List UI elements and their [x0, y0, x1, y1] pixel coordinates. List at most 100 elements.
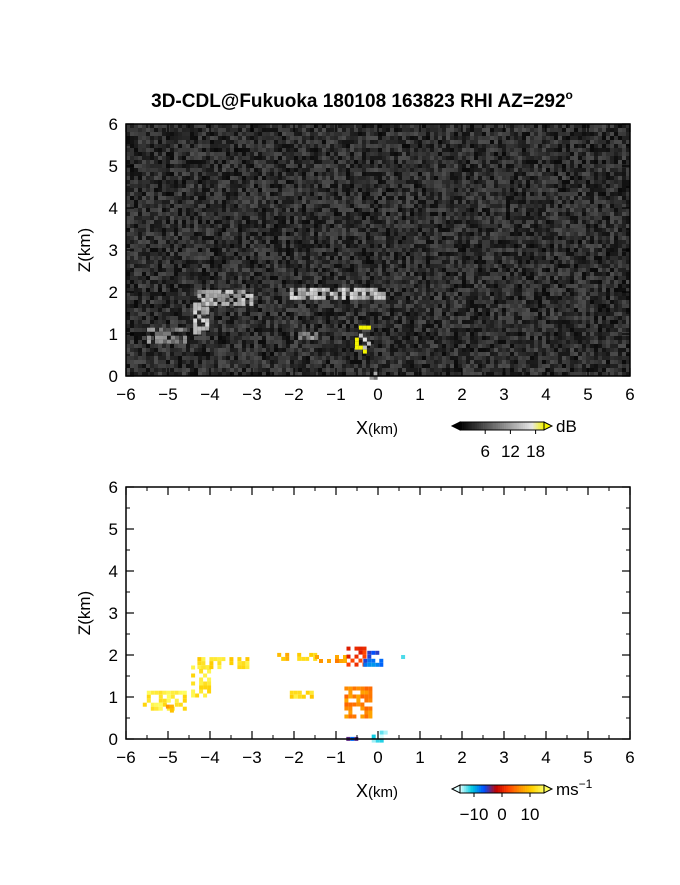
noise-cell [286, 248, 290, 252]
noise-cell [454, 140, 458, 144]
noise-cell [522, 132, 526, 136]
noise-cell [350, 180, 354, 184]
noise-cell [406, 248, 410, 252]
noise-cell [242, 224, 246, 228]
noise-cell [578, 228, 582, 232]
noise-cell [490, 136, 494, 140]
noise-cell [270, 192, 274, 196]
noise-cell [310, 128, 314, 132]
noise-cell [366, 248, 370, 252]
noise-cell [234, 196, 238, 200]
noise-cell [514, 180, 518, 184]
noise-cell [242, 248, 246, 252]
noise-cell [430, 268, 434, 272]
noise-cell [622, 136, 626, 140]
noise-cell [438, 136, 442, 140]
noise-cell [494, 132, 498, 136]
noise-cell [294, 264, 298, 268]
noise-cell [290, 188, 294, 192]
noise-cell [242, 152, 246, 156]
noise-cell [158, 260, 162, 264]
noise-cell [594, 196, 598, 200]
noise-cell [550, 152, 554, 156]
noise-cell [518, 276, 522, 280]
noise-cell [490, 272, 494, 276]
noise-cell [398, 136, 402, 140]
noise-cell [566, 212, 570, 216]
noise-cell [386, 244, 390, 248]
noise-cell [206, 260, 210, 264]
noise-cell [158, 180, 162, 184]
noise-cell [366, 244, 370, 248]
noise-cell [402, 200, 406, 204]
noise-cell [146, 188, 150, 192]
noise-cell [578, 220, 582, 224]
noise-cell [198, 176, 202, 180]
noise-cell [526, 160, 530, 164]
noise-cell [274, 256, 278, 260]
noise-cell [206, 184, 210, 188]
noise-cell [234, 140, 238, 144]
noise-cell [606, 196, 610, 200]
noise-cell [242, 276, 246, 280]
noise-cell [302, 280, 306, 284]
noise-cell [554, 208, 558, 212]
noise-cell [350, 124, 354, 128]
noise-cell [614, 124, 618, 128]
noise-cell [562, 208, 566, 212]
noise-cell [602, 192, 606, 196]
noise-cell [482, 204, 486, 208]
noise-cell [562, 172, 566, 176]
noise-cell [566, 124, 570, 128]
noise-cell [602, 128, 606, 132]
noise-cell [306, 244, 310, 248]
noise-cell [610, 136, 614, 140]
noise-cell [470, 172, 474, 176]
noise-cell [522, 252, 526, 256]
noise-cell [402, 236, 406, 240]
noise-cell [554, 248, 558, 252]
noise-cell [394, 192, 398, 196]
noise-cell [426, 152, 430, 156]
noise-cell [182, 216, 186, 220]
noise-cell [302, 212, 306, 216]
noise-cell [490, 216, 494, 220]
noise-cell [258, 236, 262, 240]
noise-cell [506, 216, 510, 220]
noise-cell [530, 128, 534, 132]
noise-cell [398, 280, 402, 284]
noise-cell [398, 244, 402, 248]
noise-cell [598, 256, 602, 260]
noise-cell [562, 216, 566, 220]
noise-cell [538, 216, 542, 220]
noise-cell [470, 176, 474, 180]
noise-cell [478, 216, 482, 220]
noise-cell [446, 240, 450, 244]
noise-cell [614, 244, 618, 248]
noise-cell [334, 160, 338, 164]
noise-cell [142, 128, 146, 132]
noise-cell [570, 172, 574, 176]
noise-cell [590, 192, 594, 196]
noise-cell [142, 188, 146, 192]
noise-cell [570, 208, 574, 212]
noise-cell [230, 244, 234, 248]
noise-cell [374, 216, 378, 220]
noise-cell [406, 272, 410, 276]
noise-cell [470, 244, 474, 248]
noise-cell [358, 264, 362, 268]
noise-cell [478, 124, 482, 128]
noise-cell [442, 252, 446, 256]
noise-cell [294, 184, 298, 188]
noise-cell [154, 248, 158, 252]
noise-cell [474, 272, 478, 276]
noise-cell [222, 224, 226, 228]
noise-cell [618, 256, 622, 260]
noise-cell [426, 128, 430, 132]
noise-cell [206, 248, 210, 252]
noise-cell [530, 164, 534, 168]
noise-cell [154, 152, 158, 156]
noise-cell [142, 256, 146, 260]
noise-cell [266, 260, 270, 264]
noise-cell [238, 276, 242, 280]
